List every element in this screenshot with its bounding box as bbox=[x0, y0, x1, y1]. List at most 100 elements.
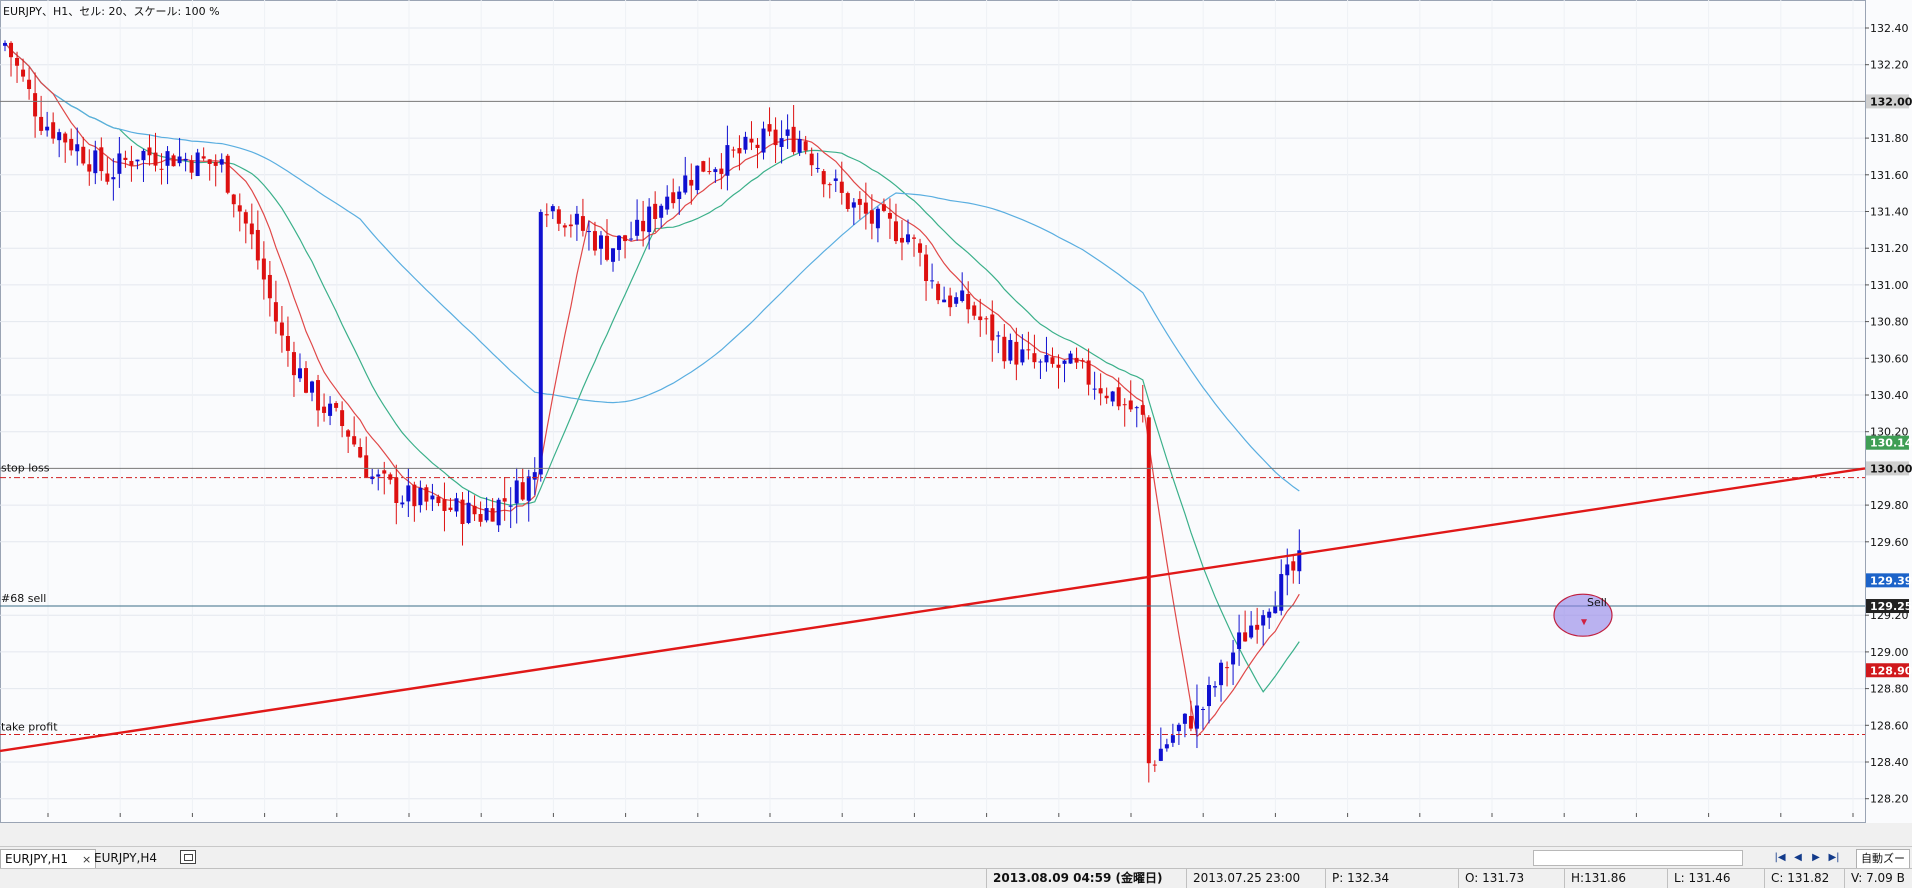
candle-body bbox=[273, 302, 278, 322]
candle-body bbox=[358, 446, 363, 458]
scroll-left-icon[interactable]: ◀ bbox=[1794, 852, 1802, 863]
candle-body bbox=[580, 216, 585, 231]
candle-body bbox=[87, 164, 92, 172]
sell-order-label: #68 sell bbox=[1, 592, 46, 605]
candle-body bbox=[69, 138, 74, 151]
candle-body bbox=[346, 430, 351, 437]
candle-body bbox=[1140, 405, 1145, 415]
candle-body bbox=[412, 484, 417, 507]
candle-body bbox=[1261, 615, 1266, 626]
tab-eurjpy-h1[interactable]: EURJPY,H1 × bbox=[0, 849, 97, 868]
candle-body bbox=[1182, 713, 1187, 724]
candle-body bbox=[454, 498, 459, 512]
price-tag bbox=[1866, 461, 1909, 476]
candle-body bbox=[1104, 395, 1109, 399]
candle-body bbox=[1020, 349, 1025, 363]
candle-body bbox=[352, 436, 357, 445]
candle-body bbox=[1188, 715, 1193, 729]
tab-close-icon[interactable]: × bbox=[82, 853, 92, 866]
candle-body bbox=[520, 482, 525, 500]
price-label: 128.60 bbox=[1870, 719, 1909, 732]
candle-body bbox=[207, 159, 212, 164]
candle-body bbox=[942, 299, 947, 303]
candle-body bbox=[1068, 353, 1073, 364]
candle-body bbox=[135, 159, 140, 162]
sell-marker-ellipse[interactable] bbox=[1553, 593, 1613, 637]
candle-body bbox=[568, 224, 573, 227]
candle-body bbox=[394, 477, 399, 504]
price-label: 129.60 bbox=[1870, 536, 1909, 549]
candle-body bbox=[725, 145, 730, 176]
price-label: 132.20 bbox=[1870, 59, 1909, 72]
status-high: H:131.86 bbox=[1564, 869, 1626, 888]
candle-body bbox=[857, 198, 862, 205]
price-tag-label: 129.39 bbox=[1870, 574, 1912, 587]
candle-body bbox=[472, 505, 477, 515]
candle-body bbox=[424, 487, 429, 502]
candle-body bbox=[436, 496, 441, 504]
auto-zoom-button[interactable]: 自動ズー bbox=[1856, 849, 1910, 869]
price-tag bbox=[1866, 573, 1909, 588]
candle-body bbox=[304, 368, 308, 393]
candle-body bbox=[1008, 340, 1013, 361]
trend-line[interactable] bbox=[0, 467, 1866, 753]
candle-body bbox=[641, 220, 646, 232]
candle-body bbox=[370, 476, 375, 480]
chart-area[interactable]: stop loss #68 sell take profit Sell 132.40 1… bbox=[0, 0, 1912, 823]
status-close: C: 131.82 bbox=[1764, 869, 1829, 888]
candle-body bbox=[93, 150, 98, 174]
candle-body bbox=[629, 238, 634, 240]
candle-body bbox=[388, 474, 393, 480]
price-label: 129.80 bbox=[1870, 499, 1909, 512]
scroll-right-icon[interactable]: ▶ bbox=[1812, 852, 1820, 863]
price-tag bbox=[1866, 599, 1909, 614]
candle-body bbox=[460, 499, 465, 525]
candle-body bbox=[749, 138, 754, 143]
candle-body bbox=[141, 150, 146, 161]
candle-body bbox=[99, 147, 104, 172]
take-profit-label: take profit bbox=[1, 720, 58, 733]
price-label: 130.20 bbox=[1870, 426, 1909, 439]
candle-body bbox=[695, 165, 700, 191]
candle-body bbox=[159, 168, 164, 170]
plot-frame bbox=[0, 0, 1866, 823]
candle-body bbox=[291, 352, 296, 376]
candle-body bbox=[219, 159, 224, 165]
candle-body bbox=[647, 206, 652, 233]
candle-body bbox=[316, 380, 321, 411]
candle-body bbox=[1110, 391, 1115, 402]
chart-scroll-field[interactable] bbox=[1533, 850, 1743, 866]
candle-body bbox=[466, 502, 471, 523]
candle-body bbox=[683, 175, 688, 193]
price-label: 131.40 bbox=[1870, 206, 1909, 219]
candle-body bbox=[183, 158, 188, 161]
tab-eurjpy-h4[interactable]: EURJPY,H4 bbox=[90, 849, 161, 867]
price-tag-label: 129.25 bbox=[1870, 600, 1912, 613]
candle-body bbox=[153, 152, 158, 166]
candle-body bbox=[27, 79, 32, 90]
candle-body bbox=[490, 508, 495, 522]
candle-body bbox=[1134, 407, 1139, 409]
candle-body bbox=[177, 156, 182, 164]
status-open: O: 131.73 bbox=[1458, 869, 1524, 888]
stop-loss-label: stop loss bbox=[1, 461, 50, 474]
price-label: 128.80 bbox=[1870, 683, 1909, 696]
candle-body bbox=[906, 234, 910, 243]
scroll-to-start-icon[interactable]: |◀ bbox=[1774, 852, 1786, 863]
candle-body bbox=[1116, 387, 1121, 407]
candlestick-chart[interactable]: stop loss #68 sell take profit Sell 132.40 1… bbox=[0, 0, 1912, 823]
scroll-to-end-icon[interactable]: ▶| bbox=[1828, 852, 1840, 863]
candle-body bbox=[400, 502, 405, 505]
candle-body bbox=[586, 231, 591, 233]
tab-label: EURJPY,H4 bbox=[94, 851, 158, 865]
price-label: 130.80 bbox=[1870, 316, 1909, 329]
candle-body bbox=[1207, 685, 1211, 707]
candle-body bbox=[1176, 724, 1181, 732]
candle-body bbox=[340, 410, 345, 427]
candle-body bbox=[1044, 355, 1049, 363]
candle-body bbox=[869, 210, 874, 224]
candle-body bbox=[912, 237, 917, 239]
window-restore-icon[interactable] bbox=[180, 850, 196, 864]
candle-body bbox=[376, 474, 381, 477]
candle-body bbox=[1056, 364, 1061, 368]
